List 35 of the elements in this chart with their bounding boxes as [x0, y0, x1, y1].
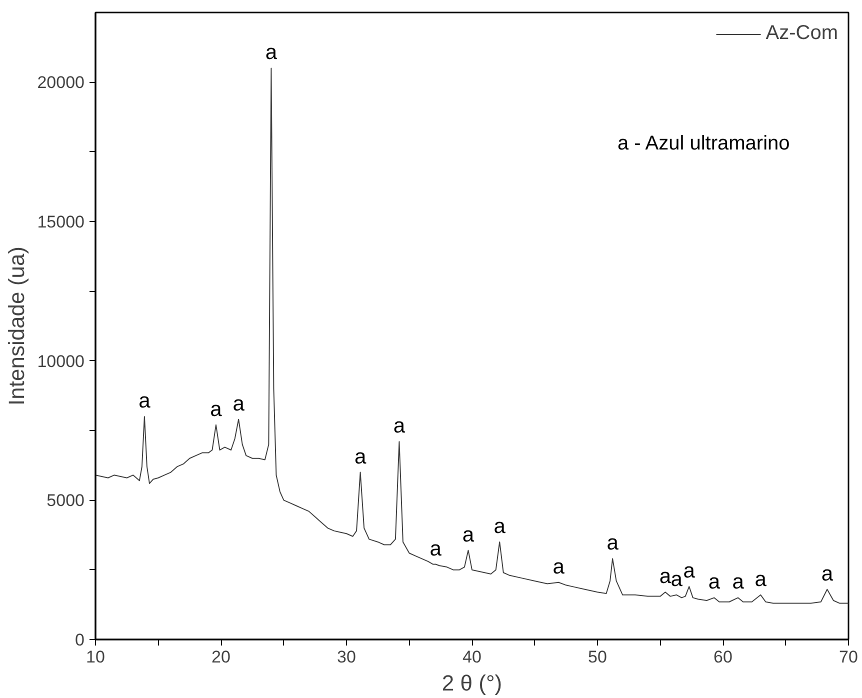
annotation: a	[606, 532, 619, 555]
annotation: a	[210, 398, 222, 421]
annotation: a	[494, 514, 506, 538]
legend-label: Az-Com	[766, 22, 838, 45]
x-tick-label: 50	[588, 648, 607, 666]
annotation: a	[821, 562, 834, 586]
annotation: a	[659, 565, 672, 588]
annotation: a	[754, 568, 767, 591]
y-tick-label: 10000	[37, 352, 85, 371]
annotation: a	[393, 414, 406, 438]
x-tick-label: 10	[86, 648, 105, 666]
x-tick-label: 70	[839, 648, 858, 666]
line-series	[96, 68, 848, 604]
annotation: a	[708, 570, 720, 594]
annotation: a	[552, 555, 565, 578]
x-tick-label: 30	[337, 648, 356, 666]
y-tick-label: 5000	[46, 491, 85, 510]
annotation: a	[430, 537, 442, 560]
annotation: a	[732, 570, 744, 594]
x-axis-title: 2 θ (°)	[442, 670, 502, 696]
y-tick-label: 0	[75, 630, 85, 650]
annotation: a	[232, 392, 245, 416]
x-tick-label: 40	[462, 648, 482, 666]
x-tick-label: 20	[212, 648, 230, 666]
y-axis-title: Intensidade (ua)	[4, 246, 30, 406]
y-tick-label: 15000	[37, 212, 85, 232]
annotation: a	[462, 523, 474, 546]
annotation: a	[138, 390, 151, 413]
annotation: a	[670, 568, 683, 591]
x-tick-label: 60	[714, 648, 732, 666]
y-tick-label: 20000	[37, 73, 85, 92]
annotation: a	[683, 560, 696, 583]
annotation: a	[265, 41, 278, 64]
annotation: a	[354, 445, 366, 468]
annotation: a - Azul ultramarino	[617, 132, 790, 155]
